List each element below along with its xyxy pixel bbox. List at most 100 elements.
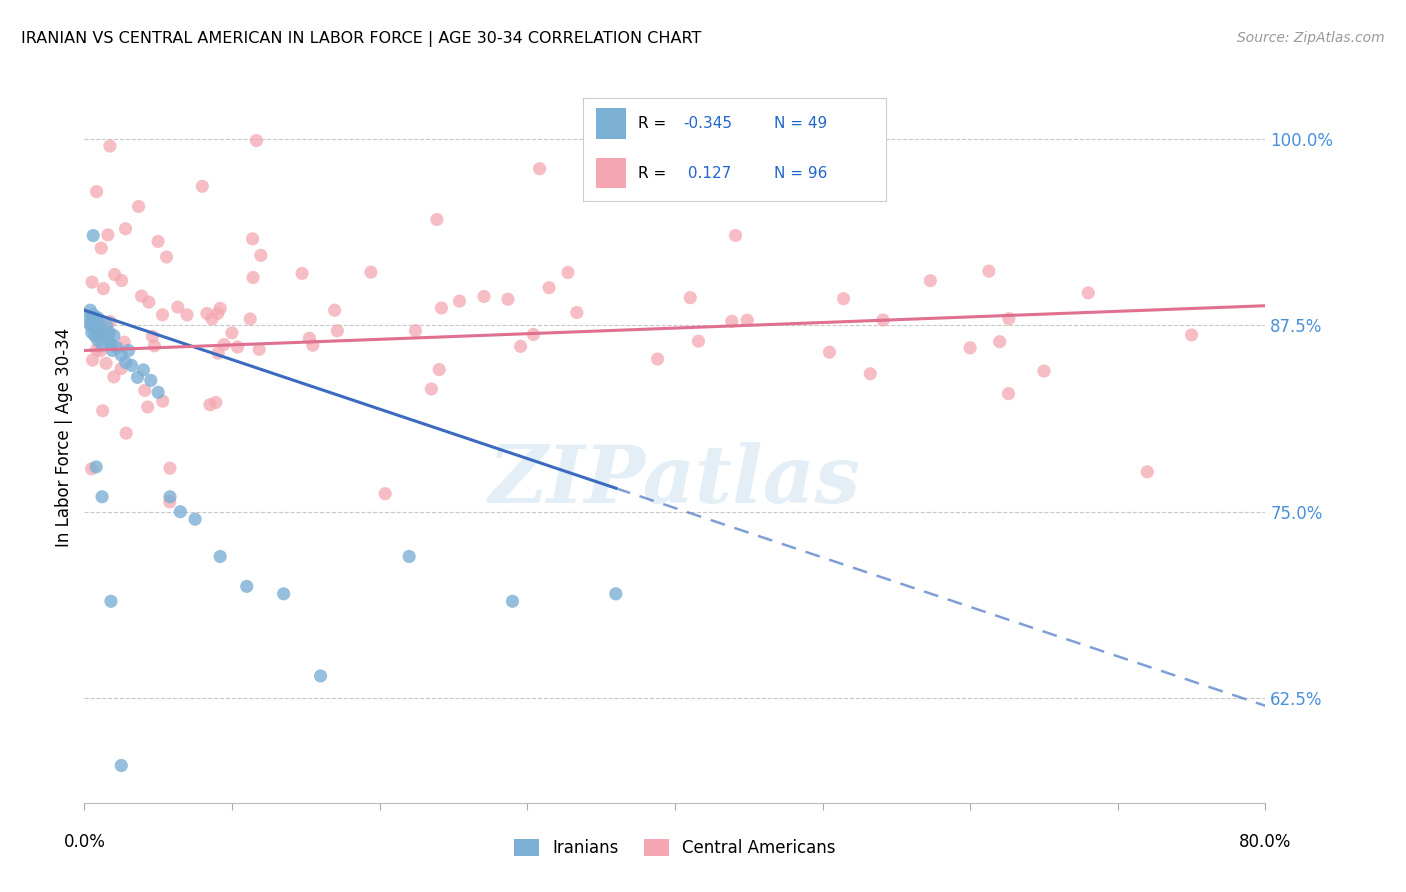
- Point: [326, 324, 349, 338]
- Point: [84, 323, 107, 337]
- Point: [98, 139, 121, 153]
- Point: [998, 311, 1021, 326]
- Point: [79, 303, 101, 318]
- Point: [204, 395, 226, 409]
- Point: [139, 373, 162, 387]
- Point: [721, 314, 744, 328]
- Point: [398, 549, 420, 564]
- Point: [250, 248, 273, 262]
- Text: 80.0%: 80.0%: [1239, 833, 1292, 851]
- Point: [110, 348, 132, 362]
- Point: [565, 305, 588, 319]
- Point: [169, 505, 191, 519]
- Point: [115, 426, 138, 441]
- Point: [529, 161, 551, 176]
- Point: [98, 315, 121, 329]
- Point: [360, 265, 382, 279]
- Point: [100, 594, 122, 608]
- Point: [104, 268, 127, 282]
- Point: [184, 512, 207, 526]
- Point: [1136, 465, 1159, 479]
- Point: [988, 334, 1011, 349]
- Point: [1033, 364, 1056, 378]
- Point: [112, 335, 135, 350]
- Point: [96, 327, 118, 342]
- Point: [201, 312, 224, 326]
- Legend: Iranians, Central Americans: Iranians, Central Americans: [508, 832, 842, 864]
- Point: [427, 362, 450, 376]
- Point: [98, 326, 121, 340]
- Text: ZIPatlas: ZIPatlas: [489, 442, 860, 520]
- Point: [212, 337, 235, 351]
- Point: [302, 338, 325, 352]
- Text: Source: ZipAtlas.com: Source: ZipAtlas.com: [1237, 31, 1385, 45]
- Point: [131, 289, 153, 303]
- Point: [82, 308, 104, 322]
- Point: [679, 291, 702, 305]
- Point: [110, 361, 132, 376]
- Point: [87, 326, 111, 340]
- Point: [247, 343, 270, 357]
- Point: [449, 294, 471, 309]
- Point: [195, 306, 218, 320]
- Point: [86, 185, 108, 199]
- Point: [94, 326, 117, 340]
- Point: [209, 549, 232, 564]
- Point: [245, 134, 267, 148]
- Point: [818, 345, 841, 359]
- Point: [87, 318, 111, 332]
- FancyBboxPatch shape: [596, 109, 626, 139]
- Point: [110, 758, 132, 772]
- Point: [86, 333, 108, 347]
- Point: [86, 310, 108, 325]
- Point: [90, 328, 112, 343]
- Point: [538, 281, 561, 295]
- Point: [100, 337, 122, 351]
- Point: [80, 462, 103, 476]
- Point: [1181, 328, 1204, 343]
- Point: [91, 490, 114, 504]
- Point: [132, 363, 155, 377]
- Point: [605, 587, 627, 601]
- Point: [159, 490, 181, 504]
- Text: -0.345: -0.345: [683, 116, 733, 131]
- Point: [103, 328, 125, 343]
- Point: [298, 331, 321, 345]
- Point: [404, 324, 426, 338]
- Point: [522, 327, 544, 342]
- Y-axis label: In Labor Force | Age 30-34: In Labor Force | Age 30-34: [55, 327, 73, 547]
- Point: [155, 250, 177, 264]
- Point: [84, 459, 107, 474]
- Point: [83, 317, 105, 331]
- Point: [977, 264, 1000, 278]
- Point: [127, 370, 149, 384]
- Point: [128, 200, 150, 214]
- Point: [80, 318, 103, 332]
- Point: [93, 328, 115, 343]
- Point: [496, 292, 519, 306]
- Point: [859, 367, 882, 381]
- Point: [121, 359, 143, 373]
- Point: [239, 312, 262, 326]
- Point: [84, 313, 107, 327]
- Point: [236, 579, 259, 593]
- Point: [242, 270, 264, 285]
- Point: [80, 275, 103, 289]
- Point: [997, 386, 1019, 401]
- Point: [198, 398, 221, 412]
- FancyBboxPatch shape: [596, 158, 626, 188]
- Point: [91, 337, 114, 351]
- Point: [79, 318, 101, 332]
- Point: [1077, 285, 1099, 300]
- Point: [80, 326, 103, 340]
- Point: [152, 308, 174, 322]
- Point: [647, 352, 669, 367]
- Point: [86, 343, 108, 357]
- Point: [101, 343, 124, 358]
- Text: N = 49: N = 49: [773, 116, 827, 131]
- Point: [94, 356, 117, 370]
- Point: [159, 461, 181, 475]
- Point: [166, 300, 188, 314]
- Point: [97, 333, 120, 347]
- Point: [176, 308, 198, 322]
